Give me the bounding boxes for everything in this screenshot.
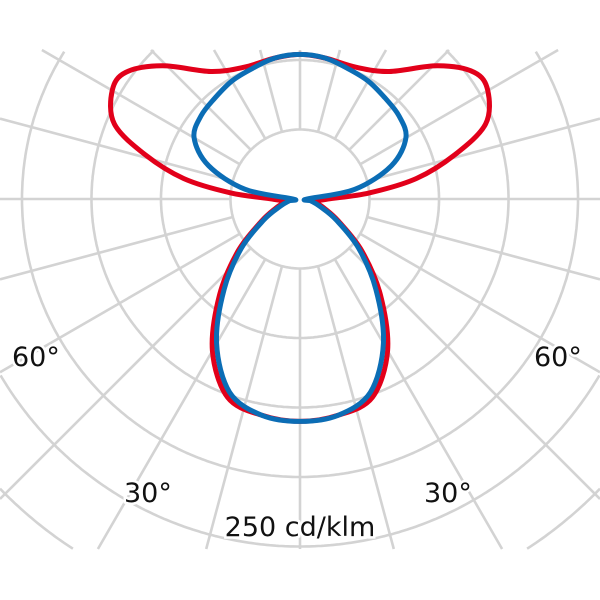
grid-spoke <box>359 48 559 166</box>
angle-label-right-30: 30° <box>424 478 472 509</box>
angle-label-right-60: 60° <box>534 342 582 373</box>
grid-ring <box>20 51 580 479</box>
grid-ring <box>229 128 371 270</box>
grid-spoke <box>41 48 241 166</box>
grid-spoke <box>333 258 504 550</box>
grid-spoke <box>0 232 241 374</box>
grid-spoke <box>366 117 600 183</box>
grid-spoke <box>359 232 600 374</box>
grid-ring <box>0 374 600 548</box>
grid-ring <box>0 487 600 550</box>
curves <box>108 51 492 424</box>
grid-spoke <box>0 247 252 500</box>
grid-spoke <box>348 247 600 500</box>
polar-grid <box>0 48 600 550</box>
angle-label-left-60: 60° <box>12 342 60 373</box>
grid-ring <box>90 49 510 409</box>
grid-spoke <box>212 49 267 140</box>
unit-label: 250 cd/klm <box>225 512 376 543</box>
series-curve-2 <box>191 51 409 424</box>
grid-spoke <box>366 215 600 281</box>
grid-spoke <box>0 117 234 183</box>
grid-spoke <box>96 258 267 550</box>
grid-spoke <box>333 49 388 140</box>
angle-label-left-30: 30° <box>124 478 172 509</box>
grid-spoke <box>0 215 234 281</box>
